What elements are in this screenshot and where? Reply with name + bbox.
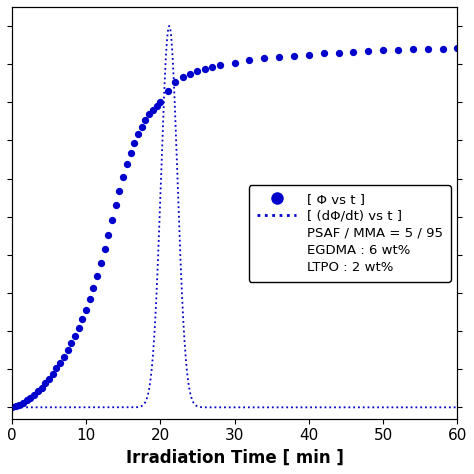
Point [97,259,105,267]
Point [172,79,179,86]
Point [379,46,387,54]
Point [261,55,268,62]
Point [45,375,53,383]
Point [130,139,138,147]
Point [101,246,109,253]
Point [53,365,60,372]
Legend: [ Φ vs t ], [ (dΦ/dt) vs t ], PSAF / MMA = 5 / 95, EGDMA : 6 wt%, LTPO : 2 wt%: [ Φ vs t ], [ (dΦ/dt) vs t ], PSAF / MMA… [249,185,451,282]
Point [30,391,38,399]
X-axis label: Irradiation Time [ min ]: Irradiation Time [ min ] [126,449,344,467]
Point [134,130,142,138]
Point [93,273,101,280]
Point [75,324,82,332]
Point [275,53,283,61]
Point [186,70,194,78]
Point [64,346,71,354]
Point [246,56,253,64]
Point [179,73,186,81]
Point [38,384,46,392]
Point [153,102,160,109]
Point [49,370,56,378]
Point [454,45,461,52]
Point [365,47,372,55]
Point [19,399,27,407]
Point [320,50,328,57]
Point [394,46,402,54]
Point [71,332,79,340]
Point [424,45,431,53]
Point [82,306,90,313]
Point [146,111,153,118]
Point [350,48,357,56]
Point [209,64,216,71]
Point [409,46,417,53]
Point [90,284,97,292]
Point [305,51,313,58]
Point [216,62,224,69]
Point [79,316,86,323]
Point [12,402,19,410]
Point [156,99,164,106]
Point [8,403,16,411]
Point [112,201,119,209]
Point [60,353,68,360]
Point [149,106,157,114]
Point [194,68,201,75]
Point [116,187,123,194]
Point [23,397,30,404]
Point [86,296,93,303]
Point [67,339,75,347]
Point [119,173,127,181]
Point [201,65,209,73]
Point [290,52,298,60]
Point [335,49,342,56]
Point [127,149,135,157]
Point [41,380,49,387]
Point [27,394,34,401]
Point [123,161,131,168]
Point [108,216,116,224]
Point [142,117,149,124]
Point [231,59,238,66]
Point [439,45,447,52]
Point [105,231,112,239]
Point [16,401,23,409]
Point [138,123,146,130]
Point [164,87,172,95]
Point [56,359,64,366]
Point [34,388,42,395]
